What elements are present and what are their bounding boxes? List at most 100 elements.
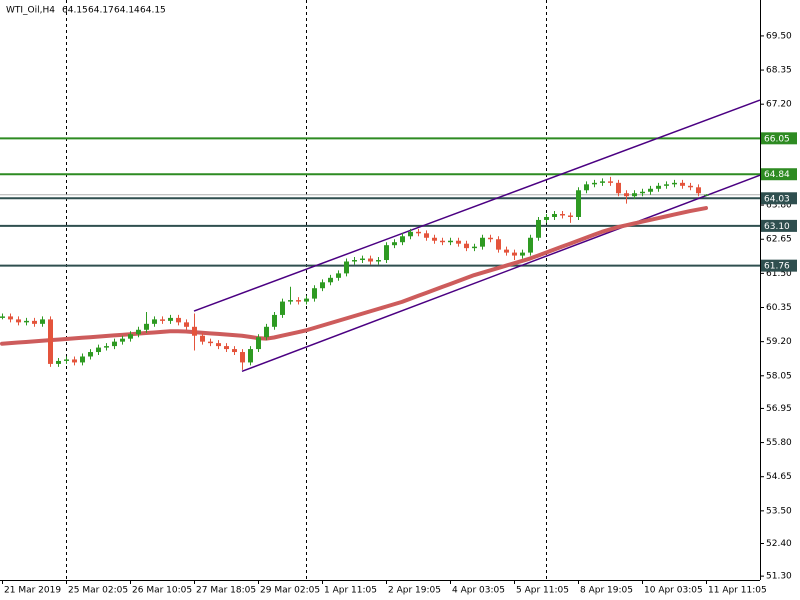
- candle-body: [544, 216, 549, 220]
- x-tick-label: 1 Apr 11:05: [324, 586, 377, 596]
- candle-body: [424, 233, 429, 238]
- moving-average: [0, 206, 708, 346]
- level-label: 64.03: [764, 194, 790, 204]
- x-tick-label: 21 Mar 2019: [4, 586, 61, 596]
- candle-body: [200, 335, 205, 342]
- candle-body: [624, 193, 629, 197]
- x-tick-label: 26 Mar 10:05: [132, 586, 192, 596]
- candle-body: [16, 319, 21, 323]
- candle-body: [416, 231, 421, 234]
- candle-body: [152, 319, 157, 324]
- candle-body: [440, 240, 445, 243]
- y-tick-label: 53.50: [766, 506, 792, 516]
- level-label: 63.10: [764, 222, 790, 232]
- level-label: 66.05: [764, 134, 790, 144]
- level-label-box: [761, 192, 797, 205]
- level-label-box: [761, 168, 797, 181]
- x-tick-label: 5 Apr 11:05: [516, 586, 569, 596]
- y-tick-label: 63.80: [766, 201, 792, 211]
- y-tick-label: 55.80: [766, 438, 792, 448]
- candle-body: [248, 349, 253, 363]
- candle-body: [512, 252, 517, 256]
- candle-body: [8, 316, 13, 320]
- candle-body: [280, 301, 285, 315]
- candle-body: [72, 359, 77, 363]
- y-tick-label: 61.50: [766, 269, 792, 279]
- candle-body: [216, 343, 221, 347]
- candle-body: [208, 341, 213, 344]
- x-tick-label: 10 Apr 03:05: [644, 586, 703, 596]
- candle-body: [680, 182, 685, 186]
- level-label: 61.76: [764, 262, 790, 272]
- x-tick-label: 27 Mar 18:05: [196, 586, 256, 596]
- candle-body: [144, 323, 149, 330]
- y-tick-label: 59.20: [766, 337, 792, 347]
- y-tick-label: 54.65: [766, 472, 792, 482]
- level-label-box: [761, 259, 797, 272]
- candle-body: [296, 300, 301, 302]
- x-tick-label: 29 Mar 02:05: [260, 586, 320, 596]
- y-tick-label: 51.30: [766, 572, 792, 582]
- candle-body: [360, 258, 365, 261]
- candle-body: [672, 182, 677, 185]
- y-tick-label: 67.20: [766, 100, 792, 110]
- x-tick-label: 25 Mar 02:05: [68, 586, 128, 596]
- candle-body: [160, 319, 165, 321]
- candle-body: [688, 185, 693, 188]
- candle-body: [496, 239, 501, 250]
- y-tick-label: 60.35: [766, 303, 792, 313]
- candle-body: [592, 182, 597, 185]
- x-tick-label: 8 Apr 19:05: [580, 586, 633, 596]
- candle-body: [568, 215, 573, 217]
- candle-body: [192, 326, 197, 336]
- trendline: [193, 99, 761, 312]
- candle-body: [456, 240, 461, 244]
- y-tick-label: 68.35: [766, 66, 792, 76]
- candle-body: [584, 184, 589, 191]
- candle-body: [240, 352, 245, 363]
- candle-body: [272, 314, 277, 327]
- level-label-box: [761, 132, 797, 145]
- candle-body: [88, 352, 93, 357]
- candle-body: [96, 347, 101, 353]
- candle-body: [600, 181, 605, 183]
- candle-body: [656, 185, 661, 189]
- candle-body: [384, 245, 389, 261]
- candle-body: [640, 191, 645, 194]
- candle-body: [504, 249, 509, 253]
- candle-body: [376, 260, 381, 262]
- candle-body: [488, 237, 493, 240]
- candle-body: [432, 237, 437, 241]
- candle-body: [696, 187, 701, 194]
- candle-body: [112, 341, 117, 347]
- candle-body: [552, 214, 557, 217]
- candle-body: [56, 360, 61, 364]
- candle-body: [136, 329, 141, 335]
- period-separators: [66, 0, 547, 580]
- y-tick-label: 56.95: [766, 404, 792, 414]
- candle-body: [304, 298, 309, 302]
- candle-body: [560, 214, 565, 216]
- x-tick-label: 4 Apr 03:05: [452, 586, 505, 596]
- candle-body: [320, 282, 325, 289]
- candle-body: [176, 317, 181, 323]
- candle-body: [328, 277, 333, 283]
- candle-body: [664, 184, 669, 186]
- candle-body: [48, 319, 53, 364]
- candle-body: [224, 346, 229, 350]
- candle-body: [344, 261, 349, 274]
- level-label: 64.84: [764, 170, 790, 180]
- candle-body: [528, 237, 533, 253]
- y-tick-label: 58.05: [766, 371, 792, 381]
- candle-body: [448, 240, 453, 243]
- chart-title: WTI_Oil,H4: [6, 6, 55, 16]
- candle-body: [312, 288, 317, 299]
- x-tick-label: 11 Apr 11:05: [708, 586, 767, 596]
- candle-body: [232, 349, 237, 353]
- candle-body: [288, 300, 293, 302]
- candle-body: [32, 320, 37, 324]
- candle-body: [464, 243, 469, 249]
- x-tick-label: 2 Apr 19:05: [388, 586, 441, 596]
